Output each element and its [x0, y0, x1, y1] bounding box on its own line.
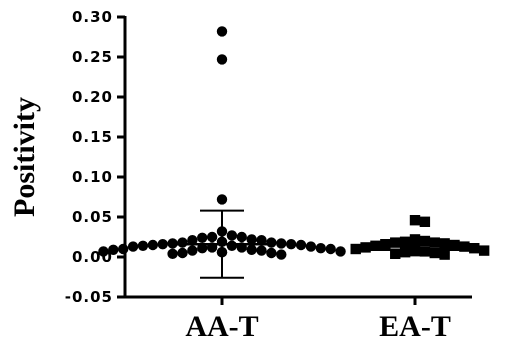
data-point — [127, 241, 139, 252]
data-point — [459, 241, 470, 252]
data-point — [206, 231, 218, 243]
data-point — [305, 241, 317, 252]
x-categories: AA-T EA-T — [185, 297, 451, 340]
x-category-label: EA-T — [379, 310, 451, 340]
data-point — [276, 249, 287, 260]
data-point — [419, 246, 431, 257]
data-point — [256, 245, 267, 256]
data-point — [216, 194, 228, 205]
data-point — [360, 242, 371, 253]
data-point — [216, 26, 228, 37]
data-point — [236, 231, 247, 243]
data-points — [98, 26, 490, 260]
data-point — [439, 238, 450, 249]
y-tick-label: 0.30 — [72, 8, 113, 26]
x-category-label: AA-T — [185, 310, 258, 340]
data-point — [197, 243, 208, 254]
data-point — [147, 239, 159, 251]
y-tick-label: 0.25 — [72, 48, 113, 66]
data-point — [266, 237, 277, 248]
data-point — [429, 237, 440, 248]
y-tick-label: 0.15 — [72, 128, 113, 146]
data-point — [285, 239, 297, 250]
data-point — [187, 235, 198, 246]
data-point — [256, 235, 267, 246]
data-point — [390, 248, 401, 259]
data-point — [399, 247, 411, 258]
data-point — [177, 237, 188, 248]
data-point — [187, 245, 198, 256]
data-point — [276, 238, 287, 249]
data-point — [409, 215, 421, 226]
data-point — [325, 243, 336, 255]
y-tick-label: 0.10 — [72, 168, 113, 186]
y-ticks: -0.050.000.050.100.150.200.250.30 — [65, 8, 125, 306]
y-axis-title: Positivity — [8, 97, 41, 217]
data-point — [157, 239, 168, 250]
data-point — [469, 243, 480, 254]
data-point — [419, 235, 431, 247]
y-tick-label: -0.05 — [65, 288, 113, 306]
data-point — [226, 230, 238, 241]
data-point — [295, 239, 307, 251]
data-point — [335, 246, 346, 257]
data-point — [246, 234, 257, 245]
data-point — [266, 247, 277, 259]
data-point — [380, 239, 391, 250]
y-tick-label: 0.20 — [72, 88, 113, 106]
data-point — [315, 243, 326, 254]
data-point — [390, 237, 401, 248]
data-point — [167, 238, 178, 249]
data-point — [478, 245, 490, 256]
data-point — [216, 54, 228, 65]
data-point — [108, 244, 119, 255]
y-tick-label: 0.05 — [72, 208, 113, 226]
data-point — [399, 236, 411, 247]
data-point — [409, 234, 421, 245]
data-point — [370, 240, 381, 251]
data-point — [419, 216, 431, 227]
data-point — [197, 232, 208, 243]
error-bars — [176, 209, 461, 279]
data-point — [429, 247, 440, 259]
data-point — [118, 243, 129, 255]
data-point — [439, 249, 450, 260]
data-point — [350, 243, 361, 255]
data-point — [137, 240, 149, 251]
data-point — [167, 248, 178, 259]
data-point — [449, 239, 460, 251]
data-point — [98, 246, 109, 257]
data-point — [177, 247, 188, 259]
data-point — [246, 244, 257, 255]
data-point — [226, 240, 238, 251]
